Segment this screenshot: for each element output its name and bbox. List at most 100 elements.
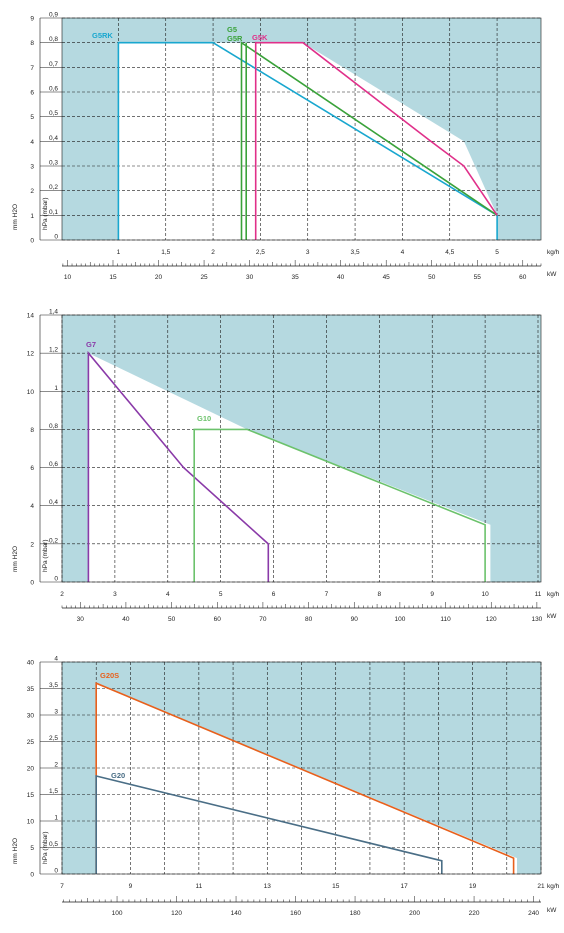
chart2-y-right-tick-label: 0,6 [49,461,58,468]
chart3-x-tick-label: 9 [129,883,133,890]
chart1-x-tick-label: 2 [211,249,215,256]
chart1-kw-tick-label: 10 [64,274,72,281]
chart1-y-left-tick-label: 1 [30,213,34,220]
chart1-x-tick-label: 3 [306,249,310,256]
chart3-ylabel-right: hPa (mbar) [42,831,49,864]
chart1-y-left-tick-label: 2 [30,188,34,195]
chart1-series-g5k [254,41,498,240]
chart1-x-tick-label: 4 [401,249,405,256]
chart3-y-right-tick-label: 4 [54,656,58,663]
chart2-kw-tick-label: 40 [122,616,130,623]
chart1-x-tick-label: 5 [495,249,499,256]
chart2-x-tick-label: 3 [113,591,117,598]
chart1-y-left-tick-label: 5 [30,114,34,121]
chart1-y-right-tick-label: 0,3 [49,160,58,167]
chart3-y-right-tick-label: 0,5 [49,841,58,848]
chart3-y-right-tick-label: 2,5 [49,735,58,742]
chart1-label-g5rk: G5RK [92,31,113,40]
chart1-series-g5 [240,41,498,240]
chart3-y-left-tick-label: 15 [27,792,35,799]
chart1-ylabel-right: hPa (mbar) [42,197,49,230]
chart1-x-tick-label: 4,5 [445,249,454,256]
chart2-x2label: kW [547,613,557,620]
chart2-label-g7: G7 [86,340,96,349]
chart1-y-left-tick-label: 3 [30,164,34,171]
chart2-y-left-tick-label: 14 [27,313,35,320]
chart1-kw-tick-label: 30 [246,274,254,281]
chart3-xlabel: kg/h [547,883,560,890]
chart3-y-left-tick-label: 30 [27,713,35,720]
chart1-y-left-tick-label: 6 [30,90,34,97]
chart2-series-g7 [87,350,270,582]
chart1-kw-tick-label: 45 [383,274,391,281]
chart2-kw-tick-label: 120 [486,616,497,623]
chart1-kw-tick-label: 55 [474,274,482,281]
chart2-y-left-tick-label: 6 [30,465,34,472]
chart2-x-tick-label: 10 [481,591,489,598]
chart1-kw-tick-label: 35 [292,274,300,281]
chart3-x-tick-label: 13 [264,883,272,890]
chart1-x-tick-label: 1 [117,249,121,256]
chart3-x-tick-label: 21 [537,883,545,890]
chart1-y-right-tick-label: 0,1 [49,209,58,216]
chart1-y-right-tick-label: 0 [54,234,58,241]
chart2-y-right-tick-label: 0,8 [49,423,58,430]
chart3-kw-tick-label: 120 [171,910,182,917]
chart1-y-right-tick-label: 0,8 [49,36,58,43]
chart3-operating-envelope [96,683,517,874]
chart3-y-right-tick-label: 1,5 [49,788,58,795]
chart2-kw-tick-label: 70 [259,616,267,623]
chart2-y-left-tick-label: 0 [30,580,34,587]
chart2-x-tick-label: 5 [219,591,223,598]
chart3-y-right-tick-label: 1 [54,815,58,822]
chart2-x-tick-label: 11 [535,591,542,598]
chart1-x2label: kW [547,271,557,278]
chart2-kw-tick-label: 60 [214,616,222,623]
chart1-y-right-tick-label: 0,9 [49,12,58,19]
chart2-kw-tick-label: 30 [77,616,85,623]
chart1-y-right-tick-label: 0,2 [49,184,58,191]
chart1-kw-tick-label: 25 [200,274,208,281]
chart1-y-left-tick-label: 7 [30,65,34,72]
chart2-y-left-tick-label: 4 [30,503,34,510]
chart3-x2label: kW [547,907,557,914]
chart2-kw-tick-label: 90 [351,616,359,623]
chart2-y-right-tick-label: 1 [54,385,58,392]
chart3-kw-tick-label: 200 [409,910,420,917]
chart1-y-right-tick-label: 0,4 [49,135,58,142]
chart2-ylabel-left: mm H2O [12,546,19,572]
chart1-label-g5: G5 [227,25,237,34]
chart1-kw-tick-label: 20 [155,274,163,281]
chart1-kw-tick-label: 50 [428,274,436,281]
chart3-y-right-tick-label: 3 [54,709,58,716]
chart2-x-tick-label: 9 [430,591,434,598]
chart2-x-tick-label: 7 [325,591,329,598]
chart1-frame [61,17,542,241]
chart2-kw-tick-label: 50 [168,616,176,623]
chart2-series-g10 [193,428,486,582]
chart3-kw-tick-label: 180 [350,910,361,917]
chart2-y-right-tick-label: 0,4 [49,499,58,506]
chart2-y-right-tick-label: 1,4 [49,309,58,316]
chart1-y-right-tick-label: 0,5 [49,110,58,117]
chart3-series-g20 [95,774,443,874]
chart2-y-left-tick-label: 10 [27,389,35,396]
chart2-kw-tick-label: 110 [440,616,451,623]
chart1-x-tick-label: 2,5 [256,249,265,256]
chart2-y-left-tick-label: 12 [27,351,35,358]
chart3-x-tick-label: 19 [469,883,477,890]
chart3-x-tick-label: 15 [332,883,340,890]
chart2-x-tick-label: 2 [60,591,64,598]
chart3-y-left-tick-label: 20 [27,766,35,773]
chart2-ylabel-right: hPa (mbar) [42,539,49,572]
chart1-label-g5k: G5K [252,33,268,42]
chart3-kw-tick-label: 160 [290,910,301,917]
chart3-x-tick-label: 7 [60,883,64,890]
chart3-x-tick-label: 11 [195,883,202,890]
chart1-series-g5rk [117,41,498,240]
chart3-y-left-tick-label: 0 [30,872,34,879]
chart2-kw-tick-label: 100 [394,616,405,623]
chart2-x-tick-label: 8 [378,591,382,598]
chart2-kw-tick-label: 130 [531,616,542,623]
